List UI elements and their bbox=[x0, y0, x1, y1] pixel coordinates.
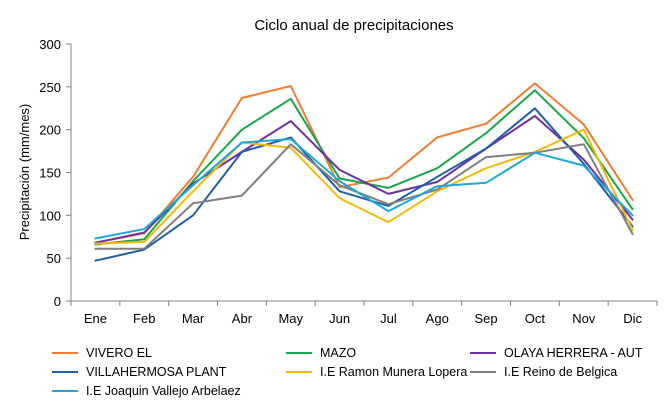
y-tick-label: 200 bbox=[39, 123, 61, 138]
legend-label: OLAYA HERRERA - AUT bbox=[504, 346, 643, 360]
y-tick-label: 100 bbox=[39, 208, 61, 223]
legend-label: I.E Joaquin Vallejo Arbelaez bbox=[86, 384, 241, 398]
y-axis-label: Precipitación (mm/mes) bbox=[17, 104, 32, 241]
y-tick-label: 0 bbox=[54, 294, 61, 309]
legend-item: OLAYA HERRERA - AUT bbox=[470, 346, 642, 360]
series-line-2 bbox=[94, 115, 634, 244]
x-tick-label: Dic bbox=[623, 311, 642, 326]
y-tick-label: 250 bbox=[39, 80, 61, 95]
series-line-5 bbox=[94, 143, 634, 250]
x-tick-label: Ago bbox=[426, 311, 449, 326]
y-tick-label: 50 bbox=[47, 251, 61, 266]
legend-swatch bbox=[52, 352, 78, 354]
chart-title: Ciclo anual de precipitaciones bbox=[254, 17, 453, 34]
series-layer bbox=[94, 82, 634, 262]
legend-label: VIVERO EL bbox=[86, 346, 152, 360]
x-tick-label: Jul bbox=[380, 311, 397, 326]
x-tick-label: Ene bbox=[84, 311, 107, 326]
x-tick-label: Nov bbox=[572, 311, 596, 326]
series-line-3 bbox=[94, 107, 634, 262]
legend-swatch bbox=[470, 352, 496, 354]
x-tick-label: Mar bbox=[182, 311, 205, 326]
x-tick-label: Sep bbox=[475, 311, 498, 326]
legend: VIVERO EL MAZO OLAYA HERRERA - AUT VILLAHER… bbox=[52, 346, 662, 402]
y-tick-label: 300 bbox=[39, 37, 61, 52]
legend-item: I.E Joaquin Vallejo Arbelaez bbox=[52, 384, 241, 398]
x-tick-label: Feb bbox=[133, 311, 155, 326]
series-line-1 bbox=[94, 89, 634, 246]
legend-swatch bbox=[470, 371, 496, 373]
legend-swatch bbox=[52, 371, 78, 373]
x-tick-label: May bbox=[278, 311, 303, 326]
legend-label: I.E Reino de Belgica bbox=[504, 365, 618, 379]
y-tick-label: 150 bbox=[39, 166, 61, 181]
legend-label: MAZO bbox=[320, 346, 357, 360]
legend-swatch bbox=[286, 352, 312, 354]
legend-swatch bbox=[286, 371, 312, 373]
legend-item: VIVERO EL bbox=[52, 346, 152, 360]
axes: 0 50 100 150 200 250 300 Ene Feb Mar Abr May Jun Jul A… bbox=[39, 37, 658, 326]
legend-item: MAZO bbox=[286, 346, 356, 360]
line-chart: Ciclo anual de precipitaciones Precipita… bbox=[17, 17, 658, 326]
series-line-6 bbox=[94, 138, 634, 240]
x-tick-label: Abr bbox=[232, 311, 253, 326]
series-line-4 bbox=[94, 128, 634, 245]
legend-label: I.E Ramon Munera Lopera bbox=[320, 365, 468, 379]
x-tick-label: Jun bbox=[329, 311, 350, 326]
legend-item: I.E Ramon Munera Lopera bbox=[286, 365, 467, 379]
legend-swatch bbox=[52, 390, 78, 392]
legend-item: I.E Reino de Belgica bbox=[470, 365, 617, 379]
legend-item: VILLAHERMOSA PLANT bbox=[52, 365, 226, 379]
legend-label: VILLAHERMOSA PLANT bbox=[86, 365, 227, 379]
x-tick-label: Oct bbox=[525, 311, 546, 326]
